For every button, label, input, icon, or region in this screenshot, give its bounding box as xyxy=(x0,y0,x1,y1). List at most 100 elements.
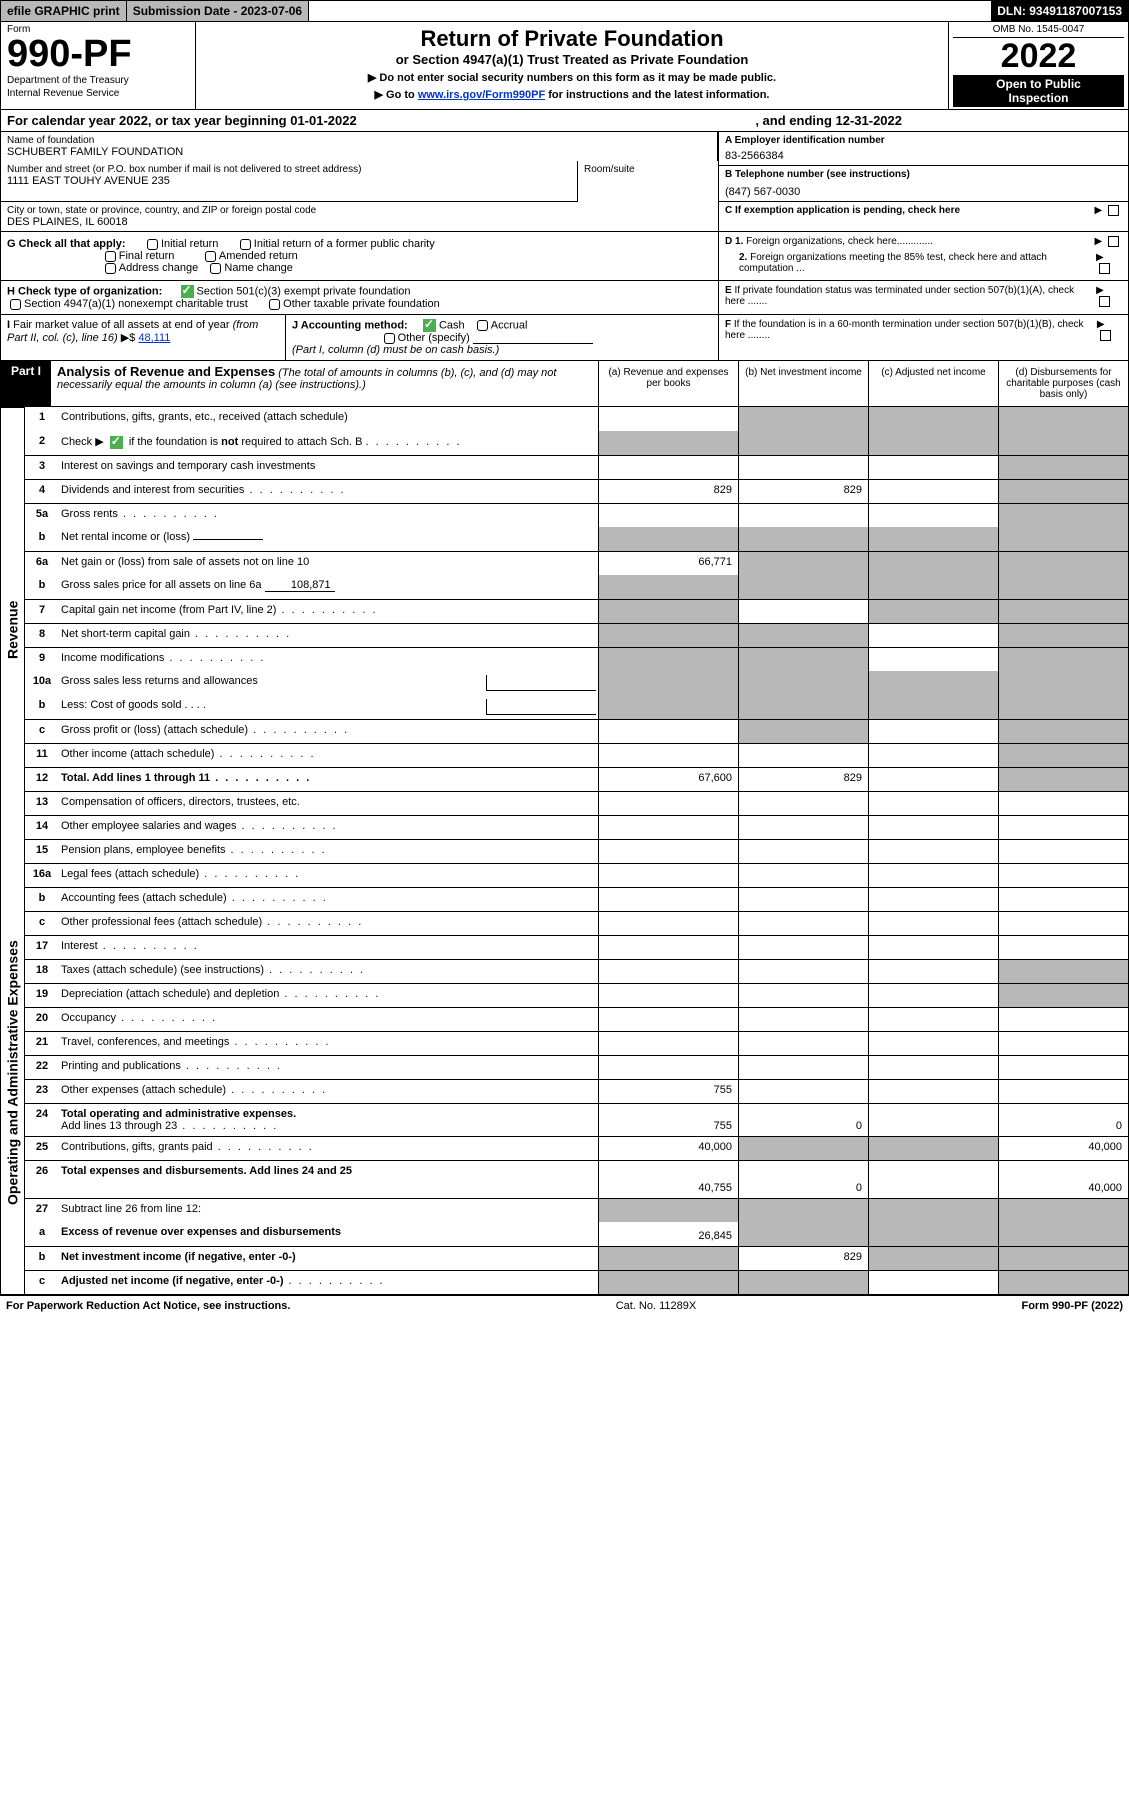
r16c-b xyxy=(738,912,868,935)
row-9: 9 Income modifications xyxy=(25,647,1128,671)
f-text: If the foundation is in a 60-month termi… xyxy=(725,319,1084,341)
r11-d: Other income (attach schedule) xyxy=(59,744,598,767)
r25-txt: Contributions, gifts, grants paid xyxy=(61,1141,213,1153)
r6a-d: Net gain or (loss) from sale of assets n… xyxy=(59,552,598,575)
r24-c xyxy=(868,1104,998,1136)
name-label: Name of foundation xyxy=(7,135,711,146)
ein-cell: A Employer identification number 83-2566… xyxy=(719,132,1128,166)
r19-b xyxy=(738,984,868,1007)
g-address-checkbox[interactable] xyxy=(105,263,116,274)
r11-txt: Other income (attach schedule) xyxy=(61,748,214,760)
r10b-c xyxy=(868,695,998,719)
g-final-checkbox[interactable] xyxy=(105,251,116,262)
r17-a xyxy=(598,936,738,959)
g-initial-public: Initial return of a former public charit… xyxy=(254,238,435,250)
r5a-a xyxy=(598,504,738,527)
row-17: 17 Interest xyxy=(25,935,1128,959)
r22-b xyxy=(738,1056,868,1079)
r7-c xyxy=(868,600,998,623)
r2-pre: Check ▶ xyxy=(61,436,104,448)
header-left: Form 990-PF Department of the Treasury I… xyxy=(1,22,196,109)
h-501c3-checkbox[interactable] xyxy=(181,285,194,298)
footer-mid: Cat. No. 11289X xyxy=(616,1300,697,1312)
r21-c xyxy=(868,1032,998,1055)
r9-d-col xyxy=(998,648,1128,671)
calendar-year-row: For calendar year 2022, or tax year begi… xyxy=(0,110,1129,132)
r10c-d-col xyxy=(998,720,1128,743)
r10b-mini xyxy=(486,699,596,715)
r12-txt: Total. Add lines 1 through 11 xyxy=(61,772,210,784)
r20-txt: Occupancy xyxy=(61,1012,116,1024)
h-label: H Check type of organization: xyxy=(7,286,162,298)
r18-n: 18 xyxy=(25,960,59,983)
tel-label: B Telephone number (see instructions) xyxy=(725,169,1122,180)
r27-d: Subtract line 26 from line 12: xyxy=(59,1199,598,1222)
row-20: 20 Occupancy xyxy=(25,1007,1128,1031)
row-12: 12 Total. Add lines 1 through 11 67,600 … xyxy=(25,767,1128,791)
r10c-b xyxy=(738,720,868,743)
r25-d-col: 40,000 xyxy=(998,1137,1128,1160)
efile-label[interactable]: efile GRAPHIC print xyxy=(1,1,127,21)
r18-txt: Taxes (attach schedule) (see instruction… xyxy=(61,964,264,976)
j-accrual-checkbox[interactable] xyxy=(477,320,488,331)
r19-d-col xyxy=(998,984,1128,1007)
r22-a xyxy=(598,1056,738,1079)
r27c-a xyxy=(598,1271,738,1294)
r1-a xyxy=(598,407,738,431)
r27c-b xyxy=(738,1271,868,1294)
row-13: 13 Compensation of officers, directors, … xyxy=(25,791,1128,815)
open-public-badge: Open to Public Inspection xyxy=(953,75,1124,107)
g-amended-checkbox[interactable] xyxy=(205,251,216,262)
j-other-checkbox[interactable] xyxy=(384,333,395,344)
open-public-1: Open to Public xyxy=(953,77,1124,91)
row-10a: 10a Gross sales less returns and allowan… xyxy=(25,671,1128,695)
r5b-d: Net rental income or (loss) xyxy=(59,527,598,551)
r19-n: 19 xyxy=(25,984,59,1007)
submission-date: Submission Date - 2023-07-06 xyxy=(127,1,309,21)
d2-checkbox[interactable] xyxy=(1099,263,1110,274)
irs-link[interactable]: www.irs.gov/Form990PF xyxy=(418,89,545,101)
r25-n: 25 xyxy=(25,1137,59,1160)
r22-n: 22 xyxy=(25,1056,59,1079)
r27c-d-col xyxy=(998,1271,1128,1294)
top-bar: efile GRAPHIC print Submission Date - 20… xyxy=(0,0,1129,22)
d1-checkbox[interactable] xyxy=(1108,236,1119,247)
r9-c xyxy=(868,648,998,671)
r24-n: 24 xyxy=(25,1104,59,1136)
room-label: Room/suite xyxy=(584,164,712,175)
city-label: City or town, state or province, country… xyxy=(7,205,712,216)
h-4947: Section 4947(a)(1) nonexempt charitable … xyxy=(24,298,248,310)
row-27b: b Net investment income (if negative, en… xyxy=(25,1246,1128,1270)
r6b-txt: Gross sales price for all assets on line… xyxy=(61,579,262,591)
r23-b xyxy=(738,1080,868,1103)
i-label: Fair market value of all assets at end o… xyxy=(7,319,258,344)
i-value-link[interactable]: 48,111 xyxy=(138,332,170,344)
g-name-checkbox[interactable] xyxy=(210,263,221,274)
c-checkbox[interactable] xyxy=(1108,205,1119,216)
h-4947-checkbox[interactable] xyxy=(10,299,21,310)
r19-txt: Depreciation (attach schedule) and deple… xyxy=(61,988,279,1000)
r2-checkbox[interactable] xyxy=(110,436,123,449)
r16c-n: c xyxy=(25,912,59,935)
r23-n: 23 xyxy=(25,1080,59,1103)
e-checkbox[interactable] xyxy=(1099,296,1110,307)
g-initial-public-checkbox[interactable] xyxy=(240,239,251,250)
row-25: 25 Contributions, gifts, grants paid 40,… xyxy=(25,1136,1128,1160)
r3-n: 3 xyxy=(25,456,59,479)
h-other-checkbox[interactable] xyxy=(269,299,280,310)
r16b-n: b xyxy=(25,888,59,911)
r27-c xyxy=(868,1199,998,1222)
row-24: 24 Total operating and administrative ex… xyxy=(25,1103,1128,1136)
j-cash-checkbox[interactable] xyxy=(423,319,436,332)
r15-c xyxy=(868,840,998,863)
g-initial-checkbox[interactable] xyxy=(147,239,158,250)
r15-n: 15 xyxy=(25,840,59,863)
tel-value: (847) 567-0030 xyxy=(725,180,1122,198)
f-checkbox[interactable] xyxy=(1100,330,1111,341)
r27b-c xyxy=(868,1247,998,1270)
r18-a xyxy=(598,960,738,983)
header-center: Return of Private Foundation or Section … xyxy=(196,22,948,109)
r10b-a xyxy=(598,695,738,719)
f-section: F If the foundation is in a 60-month ter… xyxy=(718,315,1128,360)
r20-a xyxy=(598,1008,738,1031)
